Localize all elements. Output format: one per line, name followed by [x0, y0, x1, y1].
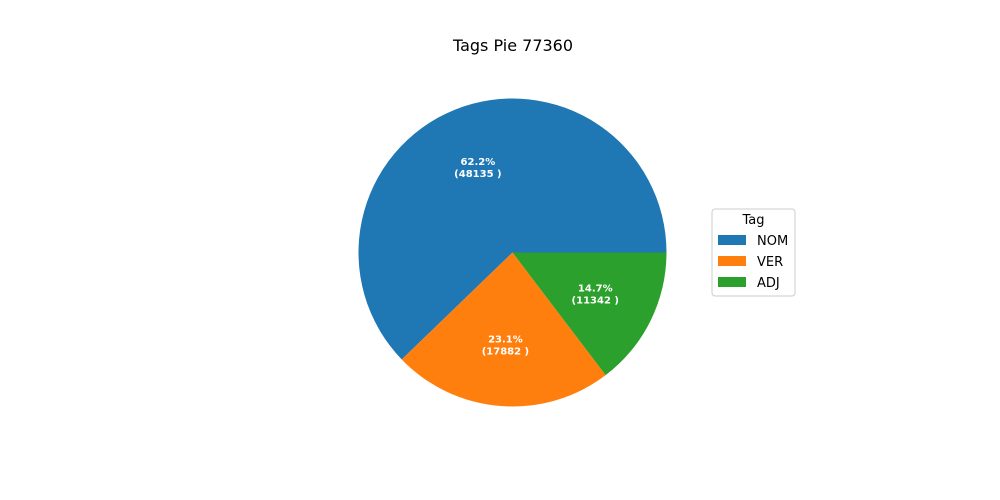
legend-swatch-nom [718, 235, 746, 245]
legend-swatch-ver [718, 256, 746, 266]
pie-slice-labels: 62.2%(48135 ) 23.1%(17882 ) 14.7%(11342 ) [454, 157, 619, 358]
slice-count-nom: (48135 ) [454, 169, 501, 180]
slice-count-ver: (17882 ) [482, 347, 529, 358]
legend-swatch-adj [718, 277, 746, 287]
chart-title: Tags Pie 77360 [452, 36, 573, 55]
pie-slice-adj [512, 252, 667, 376]
legend-label-adj: ADJ [757, 276, 780, 291]
legend-frame [711, 208, 796, 297]
legend-title: Tag [741, 213, 764, 228]
legend-label-ver: VER [757, 255, 783, 270]
slice-percent-adj: 14.7% [578, 284, 613, 295]
slice-percent-ver: 23.1% [488, 335, 523, 346]
legend-label-nom: NOM [757, 234, 788, 249]
pie-slice-ver [401, 252, 606, 407]
pie-slice-nom [358, 98, 667, 360]
slice-count-adj: (11342 ) [572, 296, 619, 307]
pie-slices [358, 98, 667, 407]
slice-percent-nom: 62.2% [461, 157, 496, 168]
legend-items: NOM VER ADJ [718, 234, 788, 291]
legend: Tag NOM VER ADJ [711, 208, 796, 297]
